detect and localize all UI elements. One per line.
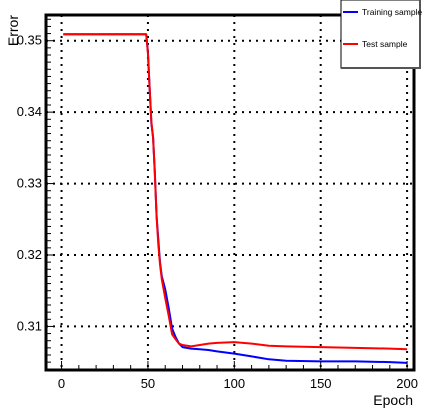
series-lines [63, 33, 408, 364]
y-tick-label: 0.35 [17, 33, 42, 48]
grid [46, 15, 414, 370]
y-tick-label: 0.31 [17, 318, 42, 333]
y-tick-label: 0.33 [17, 176, 42, 191]
plot-frame [44, 13, 416, 372]
ticks: 0 50 100 150 200 0.31 0.32 0.33 0.34 0.35 [17, 18, 418, 391]
y-axis-title: Error [5, 15, 21, 46]
legend-label-1: Training sample [362, 7, 422, 17]
y-tick-label: 0.34 [17, 104, 42, 119]
series-line-2 [63, 33, 408, 351]
x-tick-label: 200 [396, 376, 418, 391]
x-axis-title: Epoch [373, 392, 413, 408]
x-tick-label: 150 [310, 376, 332, 391]
y-tick-label: 0.32 [17, 247, 42, 262]
legend-label-2: Test sample [362, 39, 408, 49]
x-tick-label: 100 [223, 376, 245, 391]
x-tick-label: 0 [58, 376, 65, 391]
legend: Training sample Test sample [340, 0, 422, 69]
x-tick-label: 50 [141, 376, 155, 391]
